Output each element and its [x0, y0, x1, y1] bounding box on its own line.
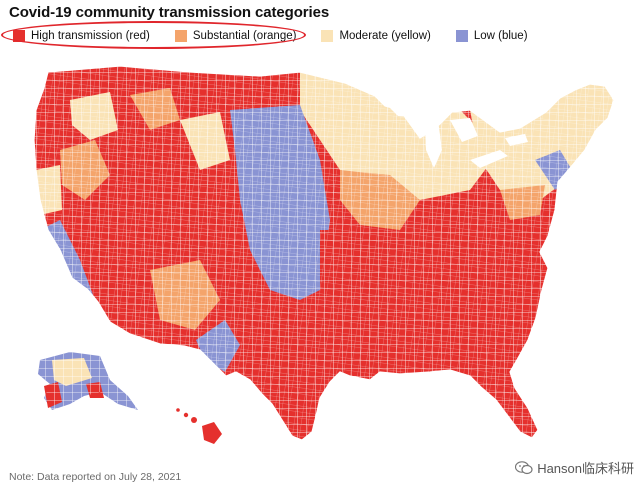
- alaska: [38, 352, 138, 410]
- legend-label-low: Low (blue): [473, 30, 528, 42]
- great-lakes: [390, 104, 528, 168]
- legend-label-moderate: Moderate (yellow): [339, 30, 431, 42]
- legend-highlight-circle: [1, 21, 306, 49]
- data-note: Note: Data reported on July 28, 2021: [9, 471, 182, 483]
- hawaii: [176, 408, 222, 444]
- legend-item-moderate: Moderate (yellow): [321, 30, 431, 42]
- legend-item-low: Low (blue): [455, 30, 528, 42]
- page-title: Covid-19 community transmission categori…: [9, 4, 330, 21]
- wechat-icon: [515, 460, 533, 474]
- watermark: Hanson临床科研: [515, 458, 634, 477]
- watermark-text: Hanson临床科研: [537, 461, 634, 476]
- legend-swatch-moderate: [321, 30, 334, 42]
- legend-swatch-low: [455, 30, 468, 42]
